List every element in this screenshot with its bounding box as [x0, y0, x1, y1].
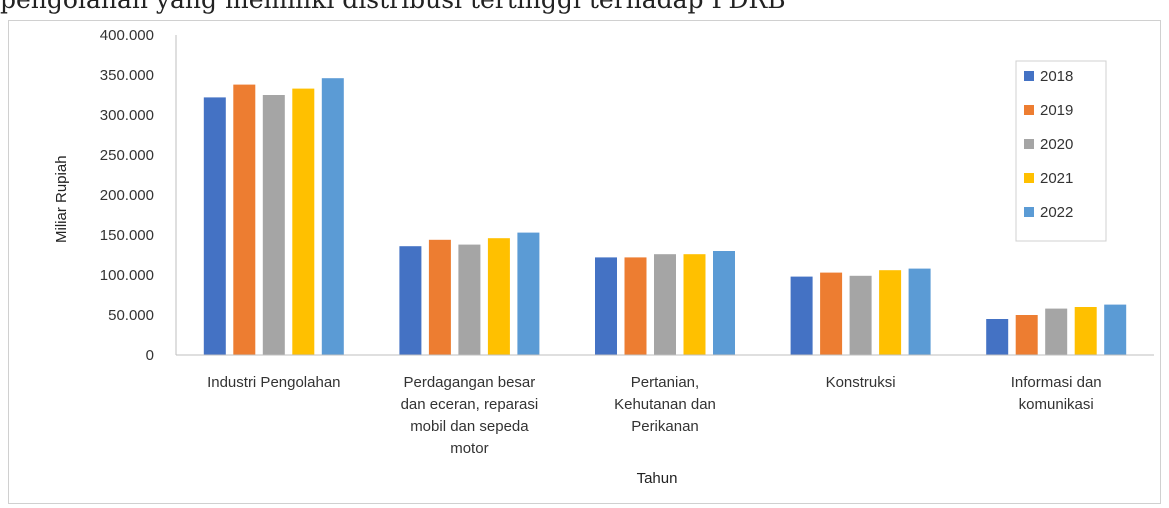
bar-2021 [879, 270, 902, 355]
bar-2019 [428, 239, 451, 355]
bar-2018 [203, 97, 226, 356]
legend-label-2019: 2019 [1040, 102, 1073, 119]
bar-2018 [399, 246, 422, 355]
legend-swatch-2019 [1024, 105, 1034, 115]
legend-swatch-2022 [1024, 207, 1034, 217]
legend-swatch-2021 [1024, 173, 1034, 183]
legend-label-2021: 2021 [1040, 170, 1073, 187]
bar-2022 [1104, 304, 1127, 355]
y-axis-ticks: 0 50.000 100.000 150.000 200.000 250.000 300.0… [100, 27, 154, 364]
bar-2018 [986, 319, 1009, 355]
bar-2018 [595, 257, 617, 355]
bar-2020 [458, 244, 481, 355]
bar-2021 [487, 238, 510, 355]
y-tick-label: 200.000 [100, 187, 154, 204]
legend: 2018 2019 2020 2021 2022 [1015, 60, 1107, 242]
bar-2021 [1074, 307, 1097, 355]
y-tick-label: 250.000 [100, 147, 154, 164]
bar-2019 [1015, 315, 1038, 355]
chart-frame: 0 50.000 100.000 150.000 200.000 250.000 300.0… [8, 20, 1161, 504]
bar-2021 [292, 88, 315, 355]
bar-2022 [517, 232, 540, 355]
bar-2020 [1045, 308, 1068, 355]
bar-2020 [262, 95, 285, 355]
y-tick-label: 100.000 [100, 267, 154, 284]
bar-2019 [233, 84, 256, 355]
legend-swatch-2018 [1024, 71, 1034, 81]
bar-2022 [713, 251, 735, 355]
x-axis-category-labels: Industri Pengolahan Perdagangan besar dan … [207, 374, 1102, 457]
legend-label-2018: 2018 [1040, 68, 1073, 85]
clipped-paragraph-text: pengolahan yang memiliki distribusi tert… [0, 0, 1169, 14]
bar-2019 [820, 272, 843, 355]
legend-label-2022: 2022 [1040, 204, 1073, 221]
x-category-label: Perdagangan besar dan eceran, reparasi mob… [401, 374, 539, 457]
bar-2018 [790, 276, 813, 355]
bar-2021 [683, 254, 706, 355]
x-category-label: Konstruksi [826, 374, 896, 391]
bars [203, 78, 1127, 356]
bar-2022 [321, 78, 344, 355]
y-tick-label: 50.000 [108, 307, 154, 324]
x-axis-title: Tahun [637, 470, 678, 487]
bar-2020 [849, 275, 872, 355]
legend-box [1015, 60, 1107, 242]
x-category-label: Informasi dan komunikasi [1011, 374, 1102, 413]
bar-2019 [624, 257, 647, 355]
y-axis-title: Miliar Rupiah [53, 155, 70, 243]
bar-2022 [908, 268, 931, 355]
y-tick-label: 150.000 [100, 227, 154, 244]
bar-2020 [654, 254, 676, 355]
x-category-label: Industri Pengolahan [207, 374, 340, 391]
y-tick-label: 400.000 [100, 27, 154, 44]
legend-label-2020: 2020 [1040, 136, 1073, 153]
x-category-label: Pertanian, Kehutanan dan Perikanan [614, 374, 716, 435]
y-tick-label: 300.000 [100, 107, 154, 124]
bar-chart: 0 50.000 100.000 150.000 200.000 250.000 300.0… [53, 27, 1154, 487]
y-tick-label: 0 [146, 347, 154, 364]
y-tick-label: 350.000 [100, 67, 154, 84]
legend-swatch-2020 [1024, 139, 1034, 149]
